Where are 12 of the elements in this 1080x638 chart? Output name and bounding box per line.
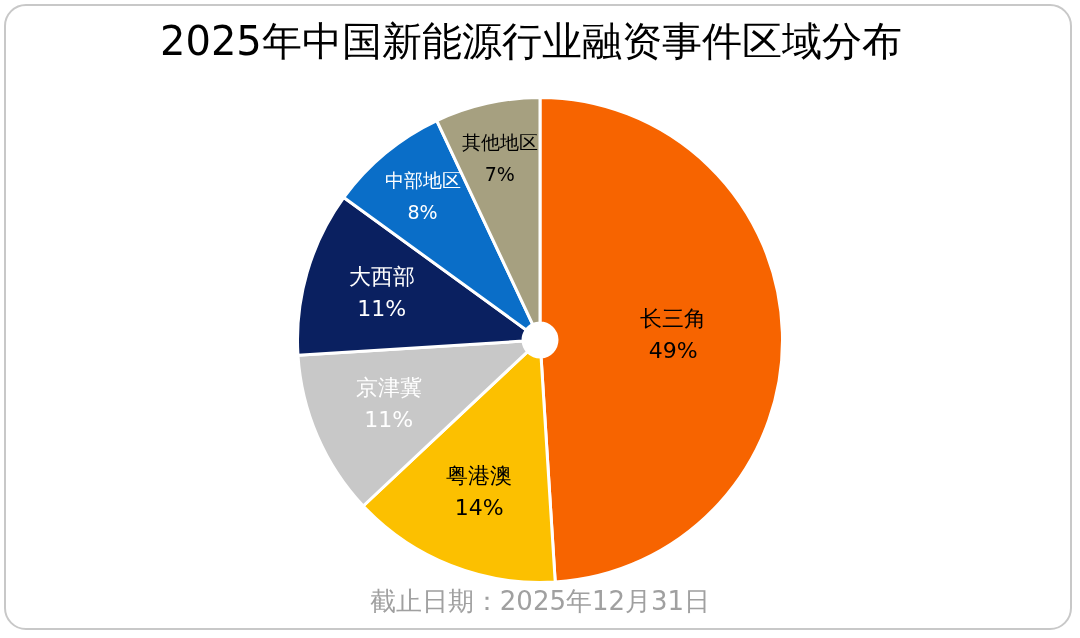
slice-label: 粤港澳 [446, 463, 513, 489]
data-label: 11% [357, 295, 407, 321]
data-label: 7% [484, 163, 515, 186]
slice-label: 大西部 [348, 263, 415, 289]
chart-title: 2025年中国新能源行业融资事件区域分布 [160, 17, 902, 66]
slice-label: 其他地区 [461, 131, 538, 154]
data-label: 49% [648, 337, 698, 363]
data-label: 14% [454, 495, 504, 521]
data-label: 8% [407, 200, 438, 223]
slice-label: 中部地区 [384, 168, 461, 191]
slice-label: 长三角 [640, 305, 707, 331]
text: 截止日期：2025年12月31日 [368, 585, 712, 618]
